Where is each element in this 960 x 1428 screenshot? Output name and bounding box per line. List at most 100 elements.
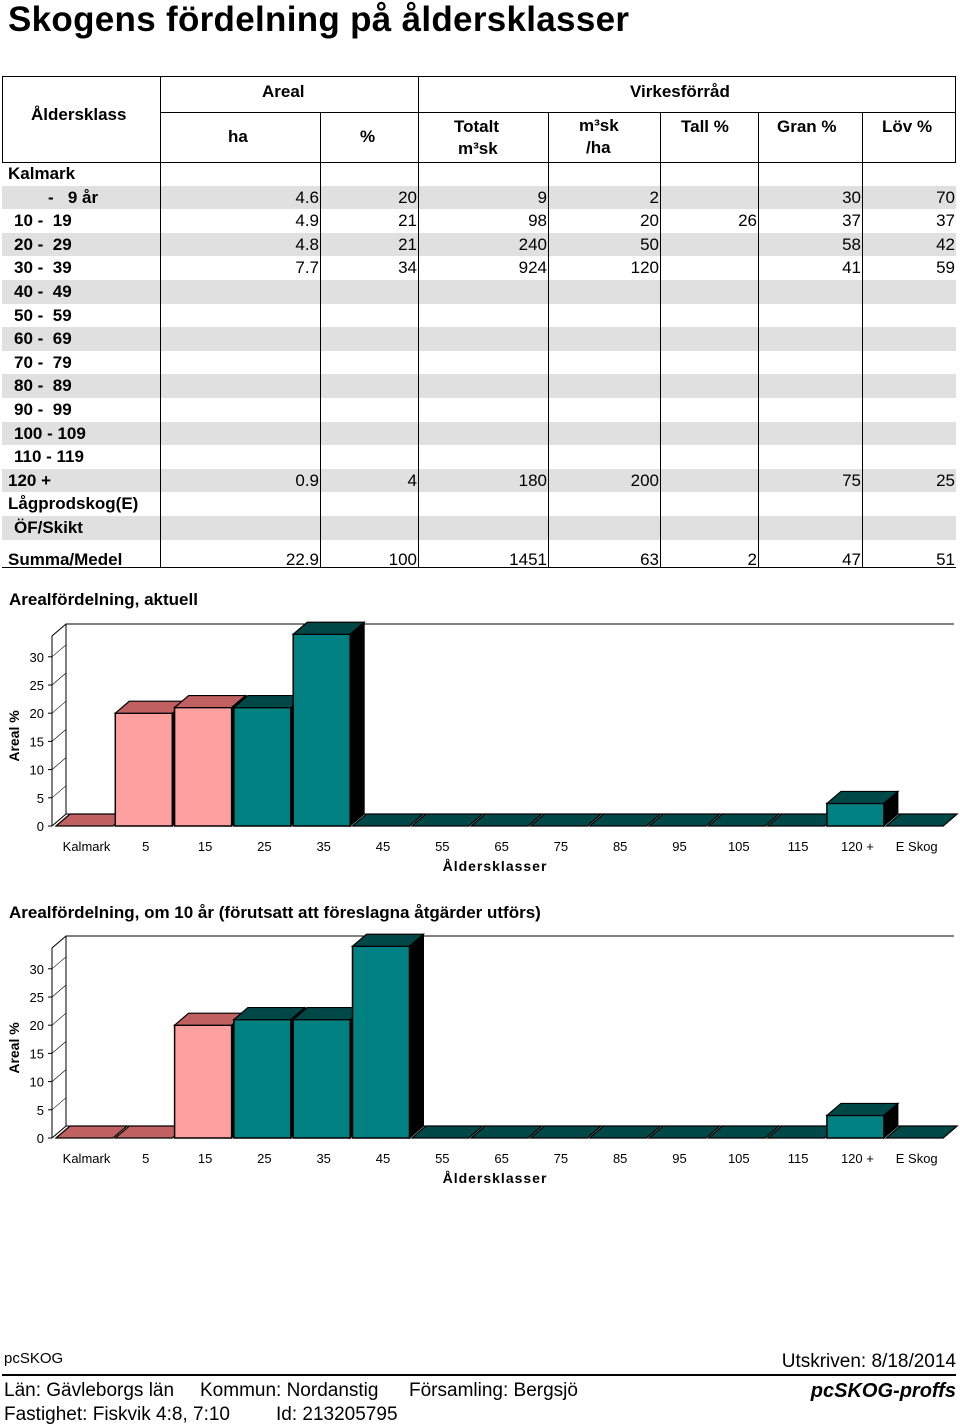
cell-lov: 59 [936,258,955,278]
row-label: 80 - 89 [14,376,72,396]
cell-msk: 50 [640,234,659,254]
bar-13 [825,790,900,828]
row-label: 30 - 39 [14,258,72,278]
x-tick-label: 120 + [841,1151,874,1166]
row-label: 40 - 49 [14,282,72,301]
bar-9 [588,1125,663,1139]
y-tick-diag [51,644,67,658]
header-ha: ha [228,127,248,146]
y-tick-label: 25 [30,678,44,693]
bar-front [173,706,233,827]
col-divider [320,162,321,567]
bar-top [469,1125,544,1139]
x-tick-label: E Skog [896,839,938,854]
table-border-header [2,162,956,163]
x-tick-label: 95 [672,839,686,854]
y-axis-label: Areal % [6,710,22,762]
x-tick-label: 45 [376,839,390,854]
x-tick-label: 120 + [841,839,874,854]
bar-0 [54,1125,129,1139]
y-tick-label: 10 [30,1075,44,1090]
chart-wall [51,935,954,1138]
footer-kommun: Kommun: Nordanstig [200,1380,379,1401]
cell-tall: 26 [738,211,757,231]
bar-front [233,1018,292,1139]
x-tick-label: 95 [672,1151,686,1166]
row-label: 20 - 29 [14,234,72,254]
y-tick-label: 5 [37,1103,44,1118]
footer-printed: Utskriven: 8/18/2014 [781,1351,956,1372]
footer-divider [2,1374,956,1376]
row-label: 90 - 99 [14,400,72,419]
cell-msk: 20 [640,211,659,231]
x-tick-label: 35 [316,839,330,854]
pcskog-logo: pcSKOG-proffs [810,1380,956,1402]
bar-top [706,1125,781,1139]
bar-6 [410,813,485,827]
bar-6 [410,1125,485,1139]
header-lov: Löv % [882,117,933,136]
row-label: - 9 år [48,187,99,207]
bar-side [349,621,365,828]
row-label: 60 - 69 [14,329,72,349]
bar-11 [706,813,781,827]
bar-11 [706,1125,781,1139]
x-tick-label: 115 [788,1151,809,1166]
row-band [2,468,956,493]
bar-8 [528,1125,604,1139]
cell-ha: 0.9 [295,470,319,490]
cell-pct: 4 [407,470,417,490]
x-tick-label: 75 [554,1151,568,1166]
cell-ha: 4.6 [295,187,319,207]
bar-5 [350,933,426,1140]
y-tick-diag [51,956,67,970]
bar-front [233,706,292,827]
bar-7 [469,1125,544,1139]
y-tick-diag [51,1069,67,1082]
cell-totalt: 180 [518,470,547,490]
y-tick-label: 10 [30,763,44,778]
row-label: 70 - 79 [14,352,72,372]
row-label: 50 - 59 [14,305,72,325]
y-tick-diag [51,1012,67,1026]
y-tick-diag [51,813,67,827]
cell-gran: 75 [842,470,861,490]
y-tick-diag [51,1097,67,1111]
bar-7 [469,813,544,827]
cell-ha: 4.8 [295,234,319,254]
row-band [2,232,956,257]
cell-gran: 41 [842,258,861,278]
x-tick-label: Kalmark [63,839,111,854]
footer-id: Id: 213205795 [276,1404,398,1425]
x-tick-label: 55 [435,1151,449,1166]
cell-lov: 37 [936,211,955,231]
header-pct: % [360,127,376,146]
x-tick-label: 45 [376,1151,390,1166]
chart2-title: Arealfördelning, om 10 år (förutsatt att… [9,903,541,922]
cell-tall: 2 [747,549,757,569]
cell-lov: 25 [936,470,955,490]
x-tick-label: E Skog [896,1151,938,1166]
x-tick-label: 25 [257,1151,271,1166]
bar-top [350,813,426,827]
cell-lov: 70 [936,187,955,207]
y-tick-label: 15 [30,1046,44,1061]
header-virkesforrad: Virkesförråd [630,82,730,101]
y-tick-label: 0 [37,819,44,834]
bar-14 [884,1125,959,1139]
bar-front [114,712,174,827]
x-tick-label: 65 [494,1151,508,1166]
footer-lan: Län: Gävleborgs län [4,1380,175,1401]
header-msk-unit: /ha [586,138,611,157]
header-totalt: Totalt [454,117,500,136]
cell-gran: 58 [842,234,861,254]
header-gran: Gran % [777,117,837,136]
col-divider [418,162,419,567]
row-label: 10 - 19 [14,211,72,231]
chart-in-10-years: 0 5 10 15 20 25 30 Areal % Kalmark 5 15 25 35 45 55 65 7… [6,933,959,1186]
x-tick-label: 5 [142,1151,149,1166]
cell-totalt: 9 [537,187,547,207]
bar-8 [528,813,604,827]
row-band [2,421,956,446]
cell-msk: 2 [649,187,659,207]
